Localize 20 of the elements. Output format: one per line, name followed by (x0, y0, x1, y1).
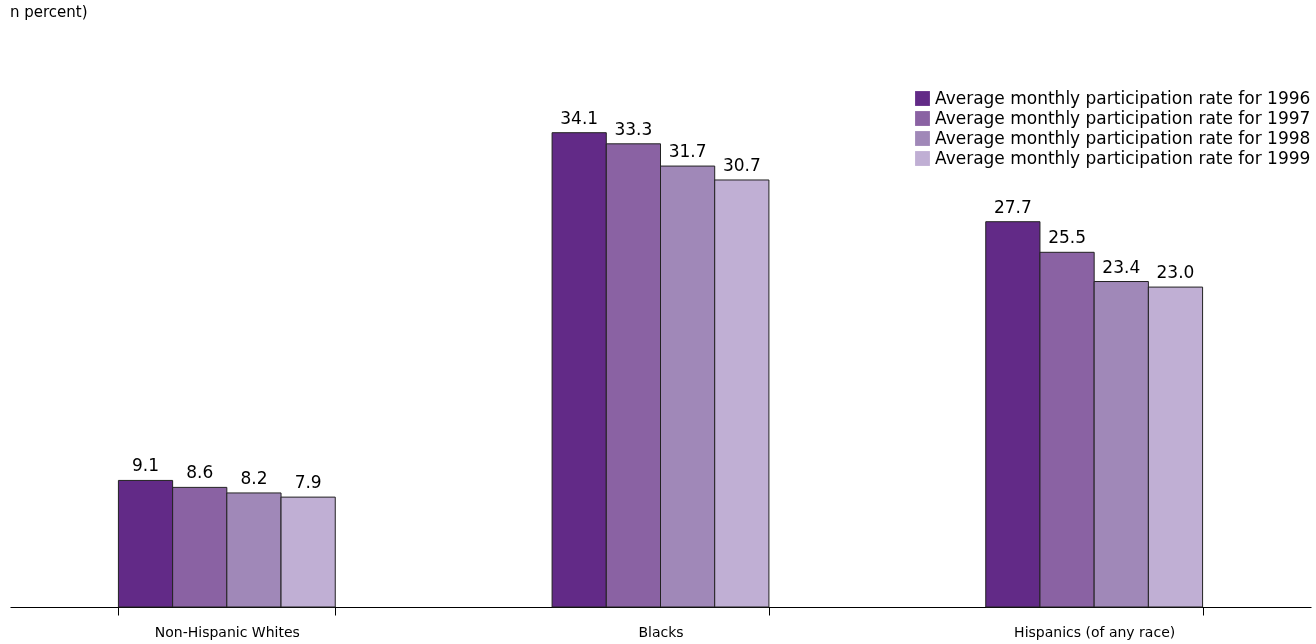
data-label: 31.7 (668, 141, 707, 162)
legend-label: Average monthly participation rate for 1996 (935, 87, 1311, 108)
data-label: 30.7 (722, 154, 761, 175)
data-label: 8.2 (240, 467, 268, 488)
data-label: 23.0 (1156, 262, 1195, 283)
legend-label: Average monthly participation rate for 1997 (935, 107, 1311, 128)
x-tick-label: Hispanics (of any race) (1014, 623, 1176, 640)
data-label: 7.9 (294, 472, 322, 493)
data-label: 33.3 (614, 118, 653, 139)
chart-subtitle: n percent) (10, 3, 88, 21)
data-label: 25.5 (1048, 227, 1086, 248)
data-label: 9.1 (132, 455, 160, 476)
data-label: 23.4 (1102, 256, 1141, 277)
data-label: 8.6 (186, 462, 214, 483)
legend-label: Average monthly participation rate for 1999 (935, 147, 1311, 168)
data-label: 27.7 (993, 196, 1032, 217)
x-tick-label: Blacks (638, 623, 684, 640)
x-tick-label: Non-Hispanic Whites (154, 623, 300, 640)
legend-label: Average monthly participation rate for 1998 (935, 127, 1311, 148)
data-label: 34.1 (560, 107, 599, 128)
